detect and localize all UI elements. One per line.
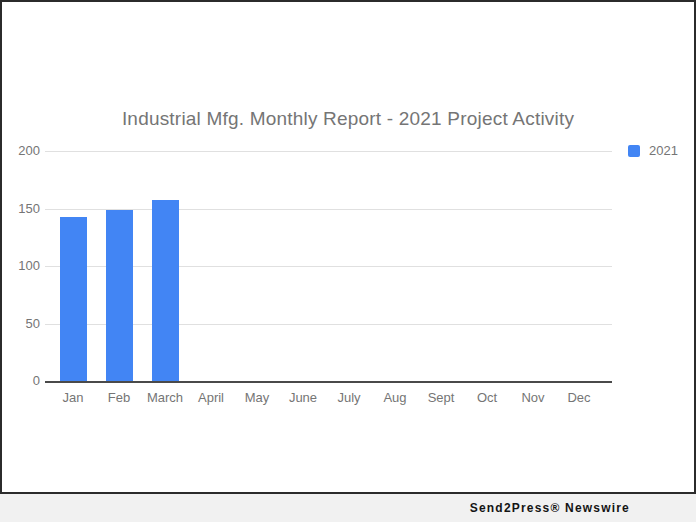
bar-jan [60, 217, 87, 381]
legend: 2021 [628, 143, 678, 158]
x-tick-label-june: June [280, 390, 326, 405]
x-tick-label-nov: Nov [510, 390, 556, 405]
x-tick-label-jan: Jan [50, 390, 96, 405]
footer-strip: Send2Press® Newswire [0, 494, 696, 522]
legend-label: 2021 [649, 143, 678, 158]
x-axis-baseline [45, 381, 612, 383]
y-gridline-200 [45, 151, 612, 152]
bar-march [152, 200, 179, 381]
x-tick-label-aug: Aug [372, 390, 418, 405]
legend-swatch-icon [628, 145, 640, 157]
x-tick-label-july: July [326, 390, 372, 405]
x-tick-label-sept: Sept [418, 390, 464, 405]
y-tick-label-200: 200 [2, 143, 40, 158]
bar-feb [106, 210, 133, 381]
y-tick-label-100: 100 [2, 258, 40, 273]
chart-image: Industrial Mfg. Monthly Report - 2021 Pr… [0, 0, 696, 494]
plot-area: 0 50 100 150 200 JanFebMarchAprilMayJuneJulyA… [2, 2, 694, 492]
footer-credit: Send2Press® Newswire [470, 501, 630, 515]
y-tick-label-0: 0 [2, 373, 40, 388]
x-tick-label-march: March [142, 390, 188, 405]
x-tick-label-may: May [234, 390, 280, 405]
x-tick-label-oct: Oct [464, 390, 510, 405]
y-tick-label-150: 150 [2, 201, 40, 216]
x-tick-label-feb: Feb [96, 390, 142, 405]
y-tick-label-50: 50 [2, 316, 40, 331]
screenshot-canvas: Industrial Mfg. Monthly Report - 2021 Pr… [0, 0, 696, 522]
x-tick-label-dec: Dec [556, 390, 602, 405]
x-tick-label-april: April [188, 390, 234, 405]
